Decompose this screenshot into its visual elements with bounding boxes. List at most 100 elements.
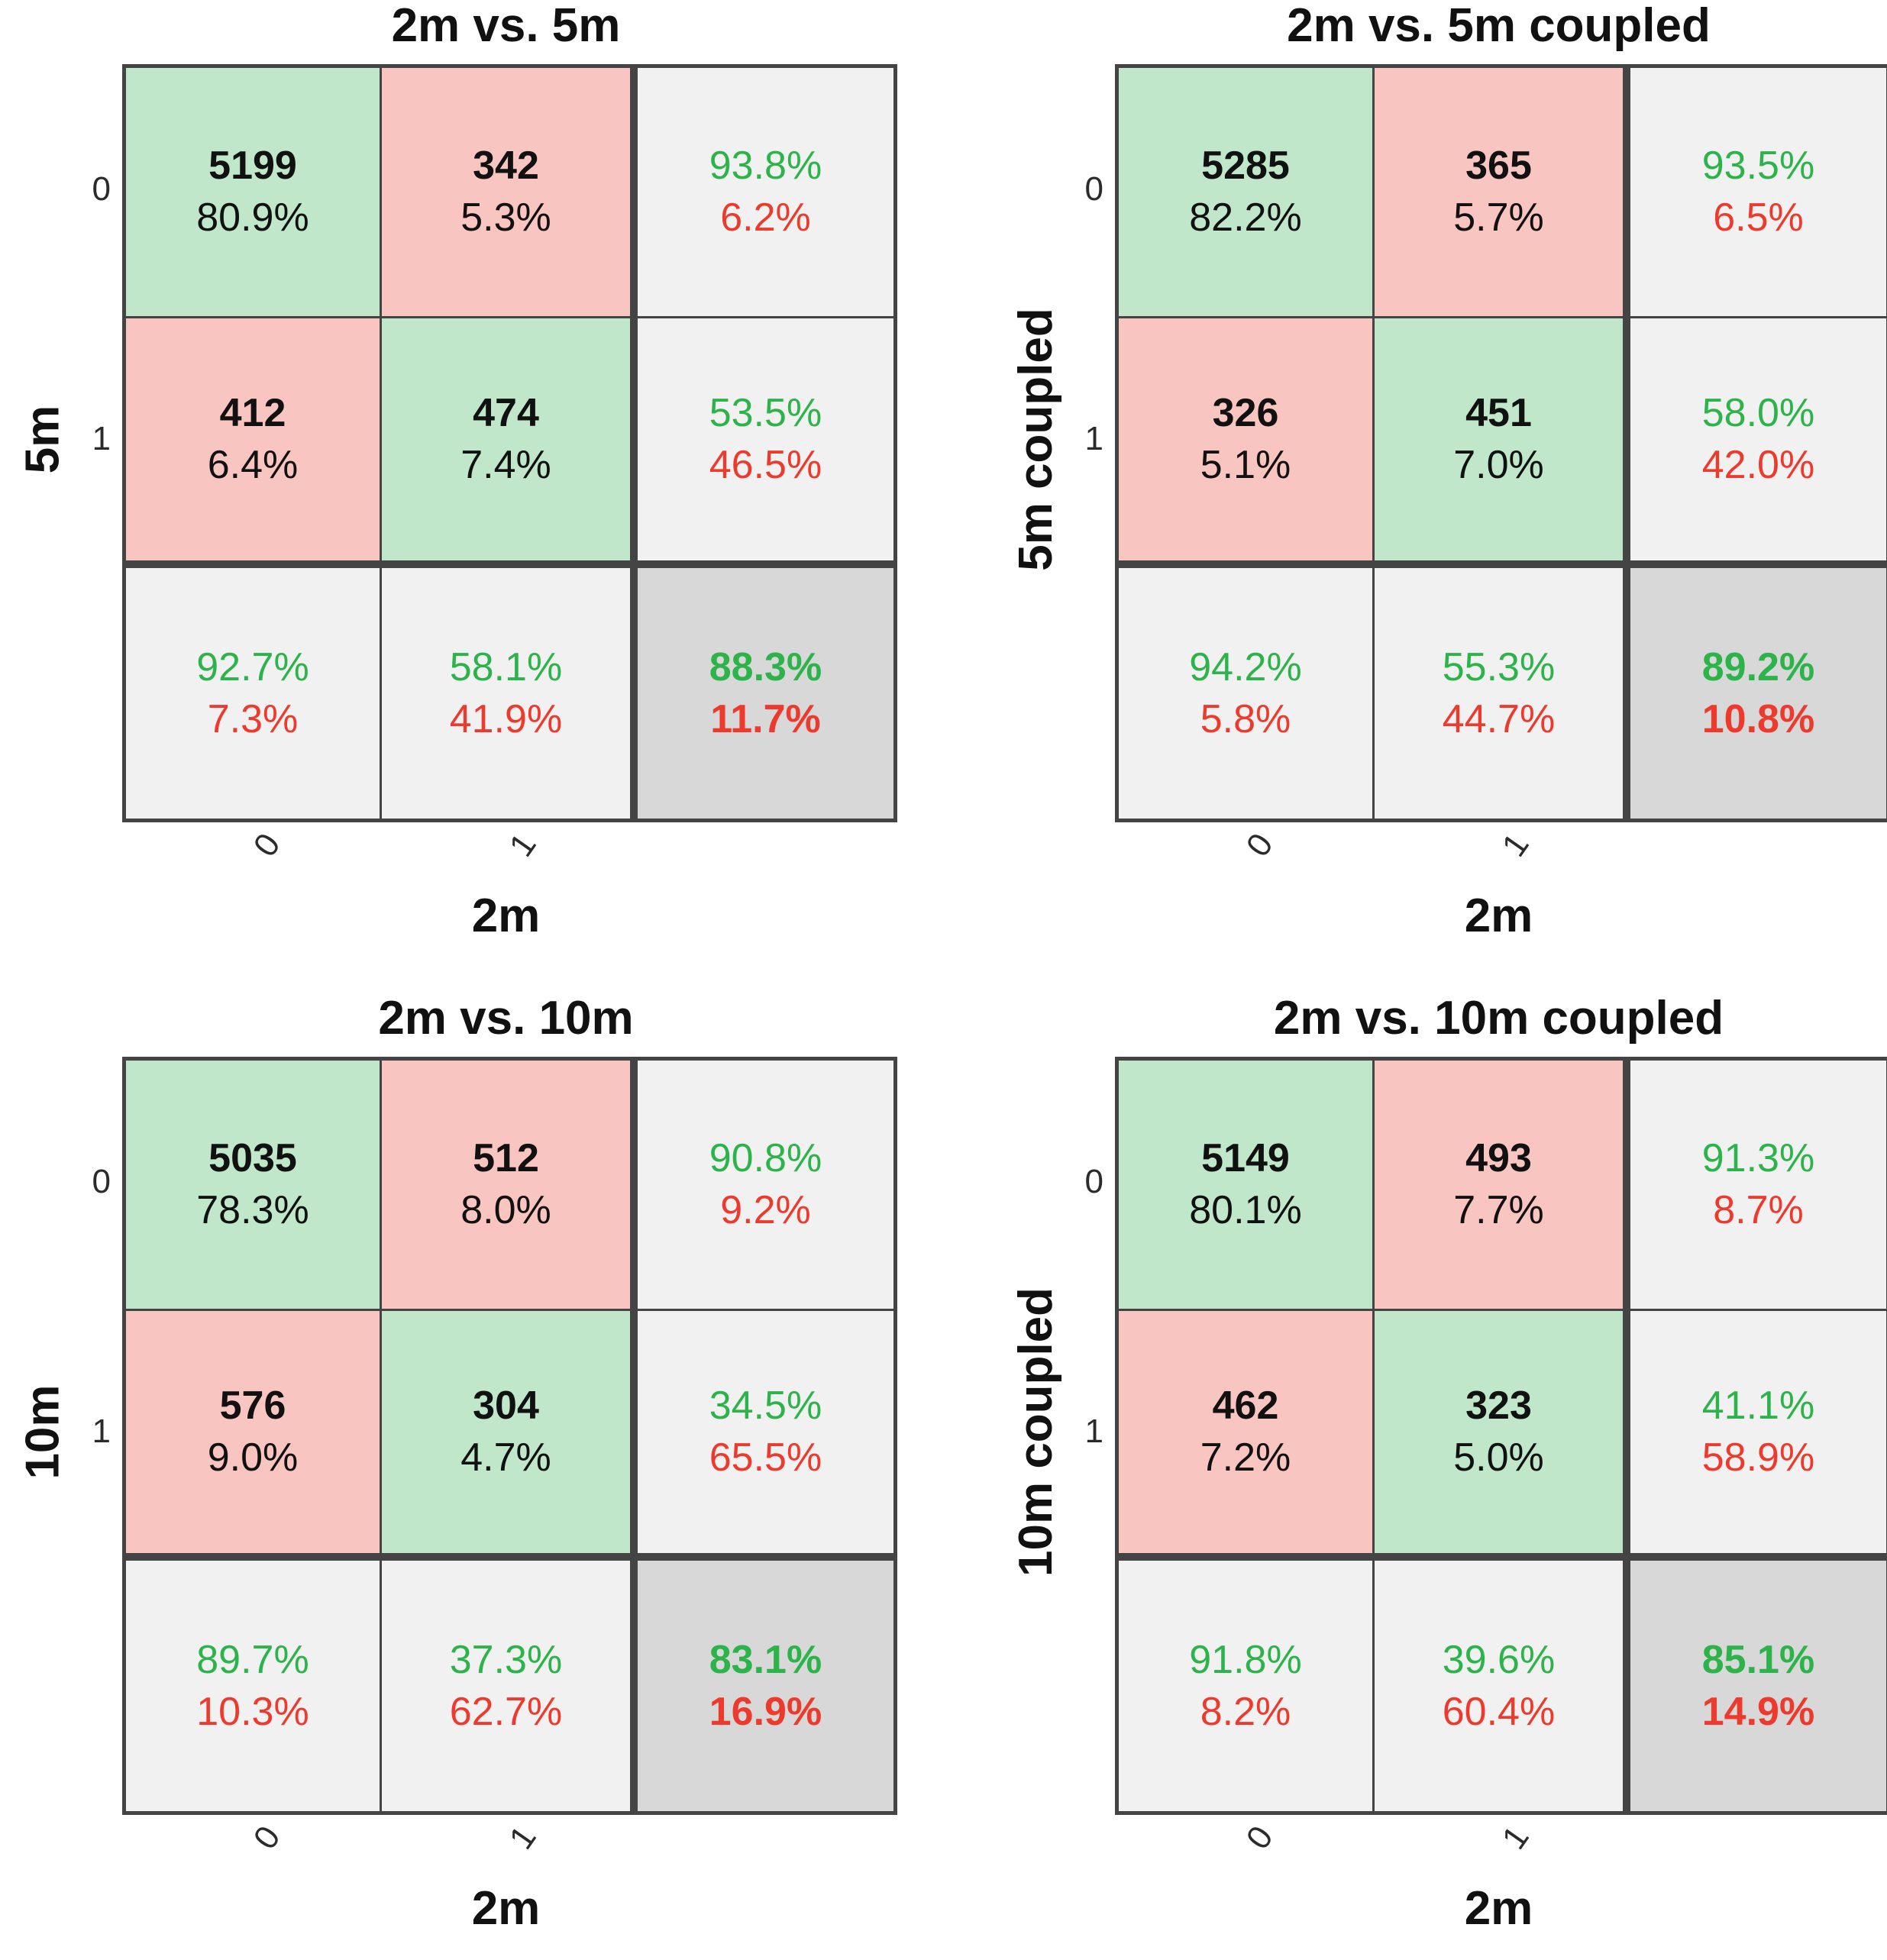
summary-green-percent: 37.3% <box>449 1638 563 1683</box>
col1-summary-cell: 58.1% 41.9% <box>382 568 638 819</box>
summary-green-percent: 58.1% <box>449 645 563 690</box>
row1-summary-cell: 58.0% 42.0% <box>1630 318 1886 569</box>
summary-red-percent: 62.7% <box>449 1690 563 1735</box>
summary-green-percent: 94.2% <box>1189 645 1302 690</box>
cell-true0-pred0: 5285 82.2% <box>1119 68 1375 318</box>
cell-true1-pred1: 474 7.4% <box>382 318 638 569</box>
summary-red-percent: 46.5% <box>709 443 822 488</box>
confusion-matrix-panel: 2m vs. 10m 10m 0 1 5035 78.3% 512 8.0% 9… <box>0 992 897 1960</box>
row1-summary-cell: 34.5% 65.5% <box>638 1310 893 1561</box>
confusion-matrix-panel: 2m vs. 10m coupled 10m coupled 0 1 5149 … <box>993 993 1887 1960</box>
summary-green-percent: 53.5% <box>709 391 822 436</box>
cell-percent: 8.0% <box>460 1188 551 1233</box>
y-tick-label: 1 <box>1084 1413 1103 1450</box>
confusion-matrix: 5035 78.3% 512 8.0% 90.8% 9.2% 576 9.0% … <box>122 1057 897 1815</box>
cell-count: 412 <box>219 391 286 436</box>
confusion-matrix: 5149 80.1% 493 7.7% 91.3% 8.7% 462 7.2% … <box>1115 1057 1887 1815</box>
summary-green-percent: 58.0% <box>1701 391 1815 436</box>
row0-summary-cell: 90.8% 9.2% <box>638 1061 893 1311</box>
summary-red-percent: 58.9% <box>1701 1435 1815 1480</box>
cell-true0-pred0: 5199 80.9% <box>126 68 382 318</box>
summary-green-percent: 91.3% <box>1701 1136 1815 1181</box>
x-tick-label: 0 <box>1239 1819 1281 1856</box>
summary-green-percent: 34.5% <box>709 1384 822 1429</box>
cell-count: 493 <box>1465 1136 1532 1181</box>
cell-percent: 82.2% <box>1189 195 1302 241</box>
row0-summary-cell: 93.8% 6.2% <box>638 68 893 318</box>
col0-summary-cell: 91.8% 8.2% <box>1119 1561 1375 1811</box>
cell-true1-pred1: 451 7.0% <box>1375 318 1630 569</box>
x-tick-label: 0 <box>1239 826 1281 864</box>
cell-count: 451 <box>1465 391 1532 436</box>
summary-green-percent: 89.7% <box>196 1638 309 1683</box>
x-tick-label: 1 <box>1494 1819 1536 1856</box>
col1-summary-cell: 55.3% 44.7% <box>1375 568 1630 819</box>
cell-percent: 80.1% <box>1189 1188 1302 1233</box>
cell-percent: 7.7% <box>1453 1188 1544 1233</box>
cell-true0-pred1: 493 7.7% <box>1375 1061 1630 1311</box>
y-tick-label: 0 <box>92 170 111 208</box>
col1-summary-cell: 39.6% 60.4% <box>1375 1561 1630 1811</box>
cell-percent: 7.2% <box>1200 1435 1291 1480</box>
x-axis-label: 2m <box>471 1882 541 1935</box>
summary-red-percent: 9.2% <box>720 1188 811 1233</box>
summary-red-percent: 10.3% <box>196 1690 309 1735</box>
y-tick-label: 0 <box>1084 1163 1103 1200</box>
cell-true1-pred0: 576 9.0% <box>126 1310 382 1561</box>
cell-count: 304 <box>473 1384 539 1429</box>
cell-true1-pred0: 412 6.4% <box>126 318 382 569</box>
x-tick-label: 0 <box>246 826 288 864</box>
y-tick-label: 0 <box>92 1163 111 1200</box>
col0-summary-cell: 89.7% 10.3% <box>126 1561 382 1811</box>
cell-percent: 80.9% <box>196 195 309 241</box>
x-tick-label: 0 <box>246 1819 288 1856</box>
summary-green-percent: 90.8% <box>709 1136 822 1181</box>
cell-percent: 7.4% <box>460 443 551 488</box>
overall-red-percent: 14.9% <box>1701 1690 1815 1735</box>
y-tick-label: 1 <box>92 420 111 457</box>
panel-title: 2m vs. 10m <box>378 992 634 1045</box>
summary-red-percent: 42.0% <box>1701 443 1815 488</box>
summary-red-percent: 8.2% <box>1200 1690 1291 1735</box>
cell-count: 5285 <box>1201 144 1290 189</box>
cell-count: 365 <box>1465 144 1532 189</box>
cell-count: 462 <box>1212 1384 1279 1429</box>
cell-percent: 6.4% <box>207 443 299 488</box>
summary-red-percent: 44.7% <box>1442 697 1556 742</box>
summary-red-percent: 41.9% <box>449 697 563 742</box>
y-tick-label: 1 <box>92 1413 111 1450</box>
x-tick-label: 1 <box>502 1819 544 1856</box>
row1-summary-cell: 53.5% 46.5% <box>638 318 893 569</box>
cell-count: 474 <box>473 391 539 436</box>
confusion-matrix: 5285 82.2% 365 5.7% 93.5% 6.5% 326 5.1% … <box>1115 64 1887 822</box>
cell-percent: 5.7% <box>1453 195 1544 241</box>
cell-percent: 7.0% <box>1453 443 1544 488</box>
cell-count: 5149 <box>1201 1136 1290 1181</box>
summary-green-percent: 92.7% <box>196 645 309 690</box>
cell-count: 326 <box>1212 391 1279 436</box>
summary-red-percent: 8.7% <box>1713 1188 1804 1233</box>
summary-red-percent: 7.3% <box>207 697 299 742</box>
cell-count: 323 <box>1465 1384 1532 1429</box>
cell-true1-pred0: 326 5.1% <box>1119 318 1375 569</box>
col0-summary-cell: 94.2% 5.8% <box>1119 568 1375 819</box>
summary-red-percent: 6.5% <box>1713 195 1804 241</box>
overall-red-percent: 11.7% <box>710 697 821 742</box>
x-tick-label: 1 <box>1494 826 1536 864</box>
summary-red-percent: 65.5% <box>709 1435 822 1480</box>
summary-red-percent: 5.8% <box>1200 697 1291 742</box>
summary-red-percent: 60.4% <box>1442 1690 1556 1735</box>
x-tick-label: 1 <box>502 826 544 864</box>
cell-count: 5199 <box>208 144 297 189</box>
confusion-matrix-panel: 2m vs. 5m coupled 5m coupled 0 1 5285 82… <box>993 0 1887 967</box>
panel-title: 2m vs. 10m coupled <box>1273 992 1724 1045</box>
confusion-matrix-panel: 2m vs. 5m 5m 0 1 5199 80.9% 342 5.3% 93.… <box>0 0 897 967</box>
cell-percent: 4.7% <box>460 1435 551 1480</box>
cell-true0-pred1: 342 5.3% <box>382 68 638 318</box>
overall-accuracy-cell: 85.1% 14.9% <box>1630 1561 1886 1811</box>
summary-green-percent: 55.3% <box>1442 645 1556 690</box>
col0-summary-cell: 92.7% 7.3% <box>126 568 382 819</box>
row0-summary-cell: 91.3% 8.7% <box>1630 1061 1886 1311</box>
summary-green-percent: 41.1% <box>1701 1384 1815 1429</box>
cell-percent: 78.3% <box>196 1188 309 1233</box>
